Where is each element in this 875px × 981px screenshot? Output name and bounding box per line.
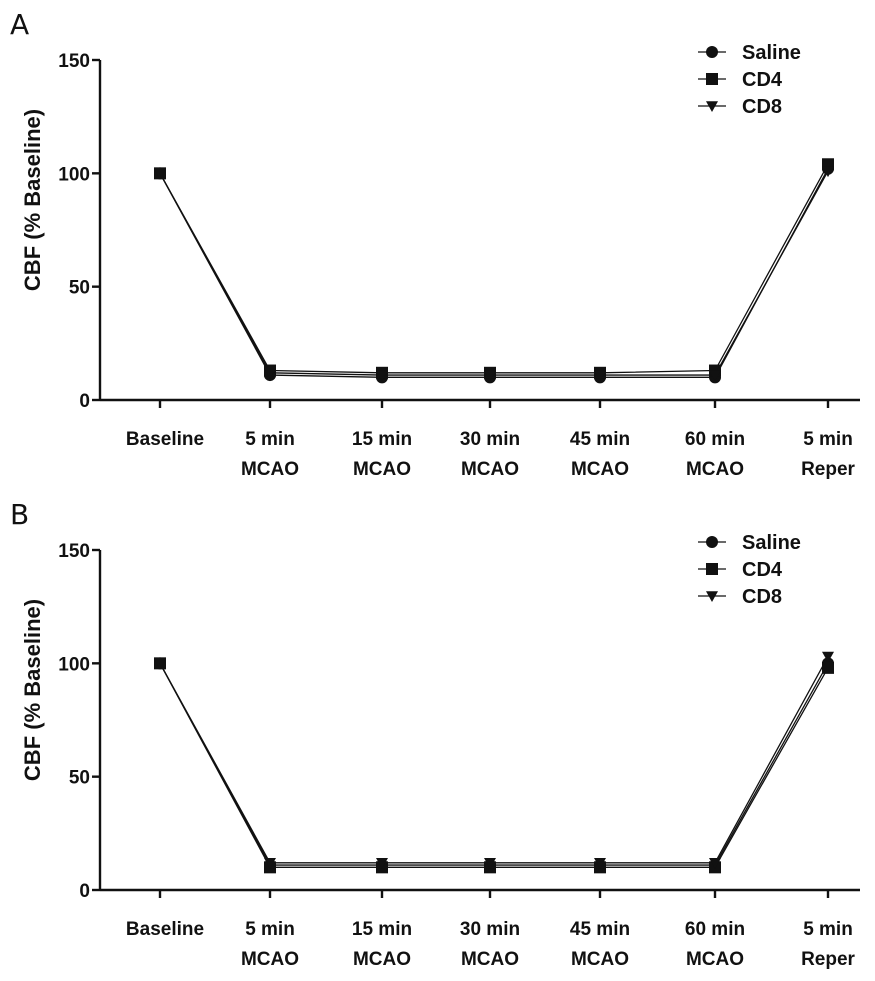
y-tick-label: 0 [79,391,90,412]
legend-label-saline: Saline [742,42,801,64]
series-line-cd4 [159,163,829,374]
legend-marker-saline [706,536,718,548]
data-point-cd8 [594,858,606,869]
x-tick-label: 5 min [803,429,853,450]
y-axis-label: CBF (% Baseline) [20,599,45,781]
legend-marker-cd4 [706,563,718,575]
series-line-cd8 [159,656,829,864]
x-tick-label: 45 min [570,919,630,940]
x-tick-label: 30 min [460,429,520,450]
series-line-cd8 [159,170,829,376]
chart-a: 0 50 100 150 Baseline 5 min MCAO 15 min MCAO 30 m… [20,42,860,480]
legend-label-cd4: CD4 [742,559,783,581]
legend-marker-cd8 [706,591,718,602]
data-point-cd4 [822,661,834,674]
data-point-cd8 [822,166,834,178]
panel-b: B 0 50 100 150 Baseline 5 min MCAO 15 min MCAO 30… [0,490,875,980]
x-tick-label: 5 min [245,919,295,940]
chart-b: 0 50 100 150 Baseline 5 min MCAO 15 min MCAO 30 m… [20,532,860,970]
y-tick-label: 100 [58,164,90,185]
x-tick-label: Reper [801,949,855,970]
series-line-saline [159,663,829,866]
x-tick-label: MCAO [241,459,299,480]
y-tick-label: 0 [79,881,90,902]
y-tick-label: 100 [58,654,90,675]
x-tick-label: Baseline [126,919,204,940]
y-tick-label: 50 [69,768,90,789]
x-tick-label: MCAO [241,949,299,970]
x-tick-label: MCAO [461,459,519,480]
data-point-cd8 [376,858,388,869]
x-tick-label: MCAO [686,459,744,480]
data-point-cd8 [264,368,276,379]
x-tick-label: MCAO [686,949,744,970]
data-point-cd8 [264,858,276,869]
legend-marker-saline [706,46,718,58]
data-point-cd8 [822,651,834,663]
x-tick-label: 45 min [570,429,630,450]
x-tick-label: MCAO [461,949,519,970]
x-tick-label: MCAO [353,949,411,970]
legend-marker-cd4 [706,73,718,85]
legend-label-saline: Saline [742,532,801,554]
x-tick-label: 60 min [685,919,745,940]
x-tick-label: 15 min [352,429,412,450]
x-tick-label: Reper [801,459,855,480]
data-point-cd8 [154,168,166,180]
panel-label-a: A [10,8,30,41]
y-tick-label: 150 [58,541,90,562]
legend-label-cd8: CD8 [742,96,782,118]
x-tick-label: MCAO [353,459,411,480]
x-tick-label: 60 min [685,429,745,450]
y-tick-label: 150 [58,51,90,72]
data-point-cd8 [709,858,721,869]
series-line-cd4 [159,663,829,868]
panel-a: A 0 50 100 150 Baseline 5 min MCAO 15 min MCAO 30… [0,0,875,490]
y-axis-label: CBF (% Baseline) [20,109,45,291]
data-point-cd8 [154,658,166,670]
data-point-cd8 [709,370,721,382]
y-tick-label: 50 [69,278,90,299]
x-tick-label: 5 min [803,919,853,940]
data-point-cd8 [484,370,496,382]
legend-label-cd4: CD4 [742,69,783,91]
legend-marker-cd8 [706,101,718,112]
x-tick-label: 15 min [352,919,412,940]
data-point-cd8 [484,858,496,869]
x-tick-label: MCAO [571,949,629,970]
x-tick-label: 5 min [245,429,295,450]
x-tick-label: MCAO [571,459,629,480]
data-point-cd8 [376,370,388,382]
panel-label-b: B [10,498,30,531]
x-tick-label: 30 min [460,919,520,940]
data-point-cd8 [594,370,606,382]
legend-label-cd8: CD8 [742,586,782,608]
x-tick-label: Baseline [126,429,204,450]
